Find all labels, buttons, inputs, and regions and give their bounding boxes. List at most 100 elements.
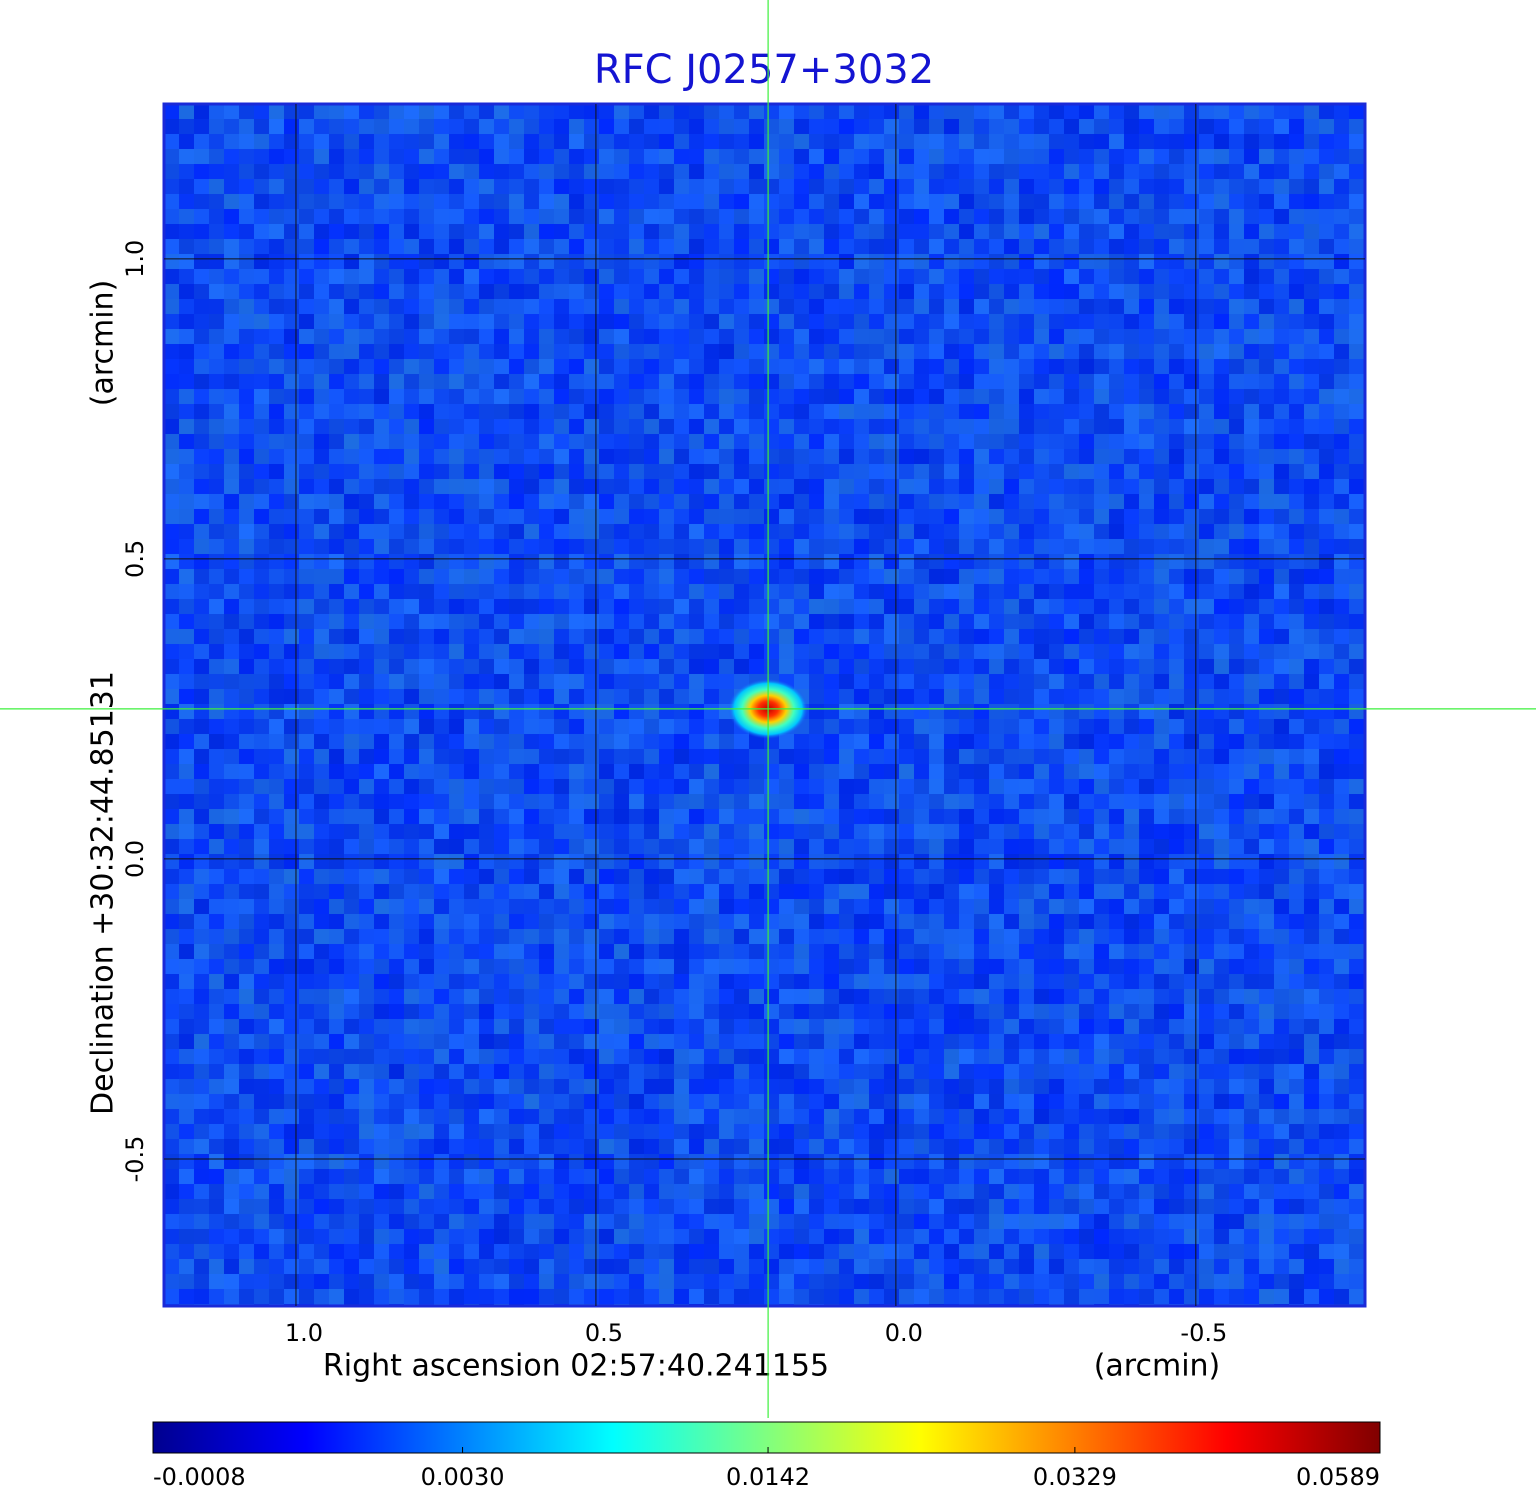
- noise-pixel: [1319, 914, 1334, 929]
- noise-pixel: [779, 449, 794, 464]
- noise-pixel: [614, 284, 629, 299]
- noise-pixel: [449, 299, 464, 314]
- noise-pixel: [584, 509, 599, 524]
- noise-pixel: [1139, 104, 1154, 119]
- noise-pixel: [359, 989, 374, 1004]
- noise-pixel: [539, 329, 554, 344]
- noise-pixel: [179, 149, 194, 164]
- noise-pixel: [1109, 884, 1124, 899]
- noise-pixel: [569, 449, 584, 464]
- noise-pixel: [1244, 719, 1259, 734]
- noise-pixel: [569, 134, 584, 149]
- noise-pixel: [674, 134, 689, 149]
- noise-pixel: [314, 704, 329, 719]
- noise-pixel: [1124, 314, 1139, 329]
- noise-pixel: [239, 929, 254, 944]
- noise-pixel: [1124, 779, 1139, 794]
- noise-pixel: [854, 224, 869, 239]
- noise-pixel: [1214, 584, 1229, 599]
- noise-pixel: [329, 284, 344, 299]
- noise-pixel: [509, 509, 524, 524]
- noise-pixel: [629, 569, 644, 584]
- noise-pixel: [404, 359, 419, 374]
- noise-pixel: [1109, 419, 1124, 434]
- noise-pixel: [404, 1019, 419, 1034]
- noise-pixel: [509, 299, 524, 314]
- noise-pixel: [674, 659, 689, 674]
- noise-pixel: [494, 884, 509, 899]
- noise-pixel: [794, 674, 809, 689]
- noise-pixel: [374, 254, 389, 269]
- noise-pixel: [689, 854, 704, 869]
- noise-pixel: [269, 269, 284, 284]
- noise-pixel: [914, 329, 929, 344]
- noise-pixel: [479, 929, 494, 944]
- noise-pixel: [1184, 524, 1199, 539]
- noise-pixel: [794, 449, 809, 464]
- noise-pixel: [314, 194, 329, 209]
- noise-pixel: [224, 284, 239, 299]
- noise-pixel: [644, 554, 659, 569]
- noise-pixel: [764, 119, 779, 134]
- noise-pixel: [1229, 734, 1244, 749]
- noise-pixel: [1049, 329, 1064, 344]
- noise-pixel: [554, 719, 569, 734]
- noise-pixel: [509, 269, 524, 284]
- noise-pixel: [434, 869, 449, 884]
- noise-pixel: [539, 149, 554, 164]
- noise-pixel: [239, 989, 254, 1004]
- noise-pixel: [764, 944, 779, 959]
- noise-pixel: [914, 764, 929, 779]
- noise-pixel: [209, 809, 224, 824]
- noise-pixel: [1214, 539, 1229, 554]
- noise-pixel: [434, 209, 449, 224]
- noise-pixel: [1334, 269, 1349, 284]
- noise-pixel: [1049, 104, 1064, 119]
- noise-pixel: [899, 629, 914, 644]
- noise-pixel: [1349, 419, 1364, 434]
- noise-pixel: [794, 494, 809, 509]
- noise-pixel: [779, 269, 794, 284]
- noise-pixel: [944, 749, 959, 764]
- noise-pixel: [554, 494, 569, 509]
- noise-pixel: [1289, 299, 1304, 314]
- noise-pixel: [434, 719, 449, 734]
- noise-pixel: [449, 164, 464, 179]
- noise-pixel: [914, 599, 929, 614]
- noise-pixel: [1229, 1004, 1244, 1019]
- noise-pixel: [929, 329, 944, 344]
- noise-pixel: [1064, 584, 1079, 599]
- noise-pixel: [899, 209, 914, 224]
- noise-pixel: [1349, 329, 1364, 344]
- noise-pixel: [1079, 764, 1094, 779]
- noise-pixel: [629, 764, 644, 779]
- noise-pixel: [479, 569, 494, 584]
- noise-pixel: [404, 134, 419, 149]
- noise-pixel: [269, 389, 284, 404]
- noise-pixel: [944, 404, 959, 419]
- noise-pixel: [929, 209, 944, 224]
- noise-pixel: [1244, 464, 1259, 479]
- noise-pixel: [494, 104, 509, 119]
- noise-pixel: [749, 539, 764, 554]
- noise-pixel: [1199, 809, 1214, 824]
- noise-pixel: [779, 209, 794, 224]
- noise-pixel: [1034, 794, 1049, 809]
- noise-pixel: [314, 884, 329, 899]
- noise-pixel: [284, 344, 299, 359]
- noise-pixel: [1184, 884, 1199, 899]
- noise-pixel: [794, 1019, 809, 1034]
- noise-pixel: [329, 704, 344, 719]
- noise-pixel: [1079, 974, 1094, 989]
- noise-pixel: [659, 674, 674, 689]
- noise-pixel: [974, 554, 989, 569]
- noise-pixel: [569, 479, 584, 494]
- noise-pixel: [659, 764, 674, 779]
- noise-pixel: [164, 599, 179, 614]
- noise-pixel: [1094, 944, 1109, 959]
- noise-pixel: [254, 854, 269, 869]
- noise-pixel: [449, 374, 464, 389]
- noise-pixel: [1169, 1004, 1184, 1019]
- noise-pixel: [989, 239, 1004, 254]
- noise-pixel: [899, 389, 914, 404]
